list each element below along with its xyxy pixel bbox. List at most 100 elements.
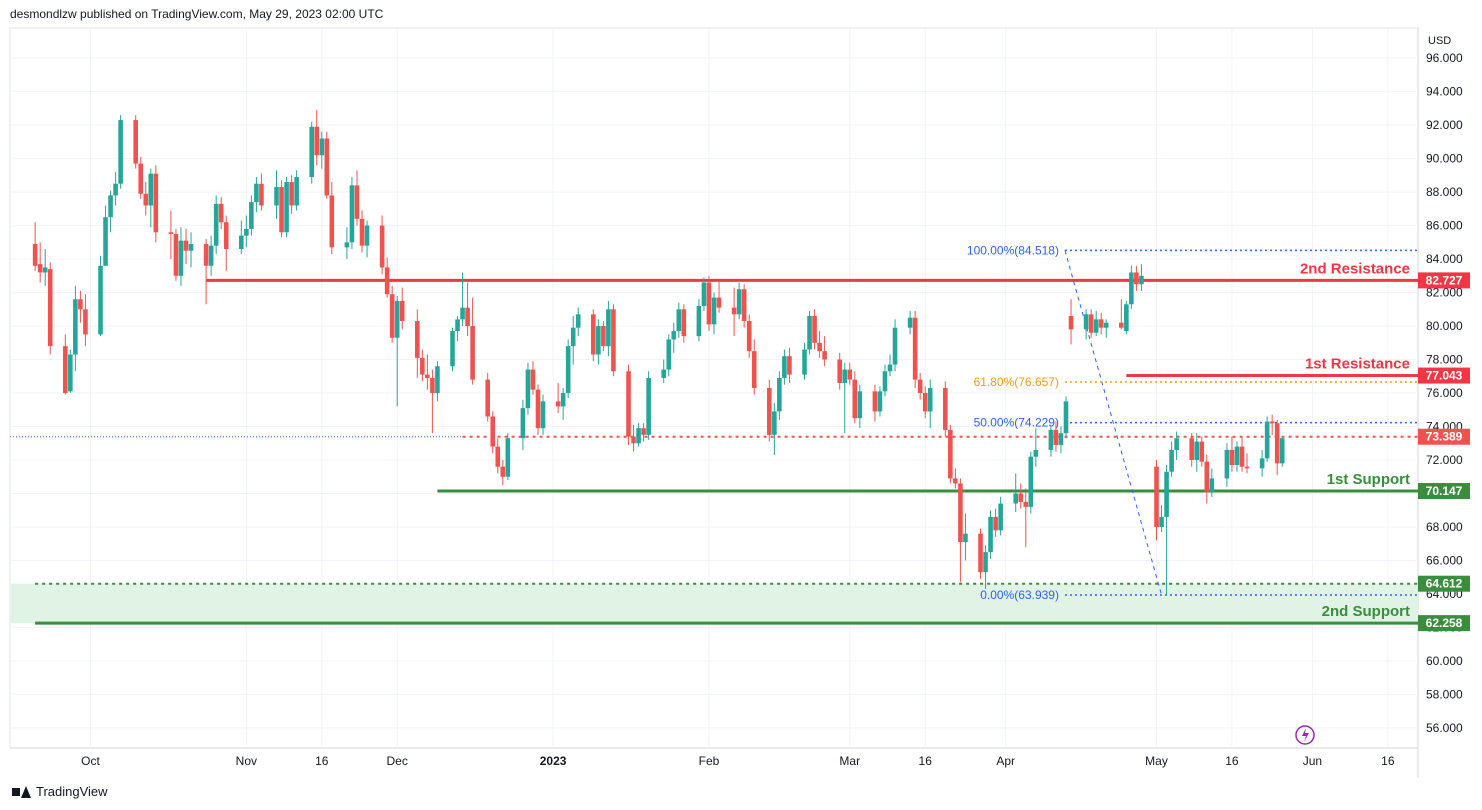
fib-level-label: 50.00%(74.229) bbox=[974, 416, 1059, 430]
x-tick-label: Apr bbox=[996, 754, 1015, 768]
x-tick-label: Dec bbox=[387, 754, 408, 768]
candle-body bbox=[1028, 456, 1034, 507]
candle-body bbox=[1164, 471, 1169, 517]
candle-body bbox=[666, 339, 672, 370]
candle-body bbox=[731, 307, 737, 315]
y-tick-label: 84.000 bbox=[1426, 252, 1463, 266]
support-zone bbox=[10, 583, 1418, 624]
price-axis[interactable]: 56.00058.00060.00062.00064.00066.00068.0… bbox=[1426, 35, 1463, 735]
candle-body bbox=[505, 438, 511, 477]
candle-body bbox=[223, 222, 229, 250]
candle-body bbox=[787, 356, 792, 375]
candle-body bbox=[842, 369, 848, 383]
candle-body bbox=[807, 316, 812, 350]
footer-brand: TradingView bbox=[36, 784, 108, 799]
level-price-tag bbox=[1418, 272, 1470, 289]
candle-body bbox=[108, 195, 113, 218]
candle-body bbox=[1279, 438, 1285, 464]
candle-body bbox=[1139, 275, 1144, 285]
price-levels bbox=[10, 278, 1418, 625]
x-tick-label: May bbox=[1145, 754, 1168, 768]
footer: TradingView bbox=[12, 784, 108, 799]
candle-body bbox=[646, 377, 651, 435]
level-price-text: 77.043 bbox=[1426, 369, 1463, 383]
x-tick-label: Mar bbox=[839, 754, 860, 768]
candle-body bbox=[1159, 516, 1164, 527]
candle-body bbox=[213, 203, 219, 246]
y-tick-label: 76.000 bbox=[1426, 386, 1463, 400]
candle-body bbox=[430, 377, 435, 394]
candle-body bbox=[1244, 466, 1250, 469]
candle-body bbox=[746, 321, 752, 352]
candle-body bbox=[575, 314, 581, 328]
candle-body bbox=[344, 242, 350, 248]
candle-body bbox=[47, 269, 53, 347]
y-tick-label: 78.000 bbox=[1426, 353, 1463, 367]
candle-body bbox=[259, 183, 264, 206]
candle-body bbox=[696, 305, 702, 337]
candle-body bbox=[1088, 314, 1094, 333]
y-tick-label: 80.000 bbox=[1426, 319, 1463, 333]
candle-body bbox=[1098, 319, 1104, 328]
candle-body bbox=[289, 182, 294, 206]
candle-body bbox=[958, 483, 963, 543]
candle-body bbox=[133, 120, 139, 164]
candle-body bbox=[631, 436, 636, 444]
candle-body bbox=[254, 183, 259, 203]
candle-body bbox=[415, 321, 420, 358]
candle-body bbox=[892, 327, 898, 365]
candle-body bbox=[394, 300, 400, 338]
candle-body bbox=[389, 294, 395, 338]
candle-body bbox=[1124, 304, 1129, 332]
candle-body bbox=[425, 374, 430, 378]
candle-body bbox=[118, 120, 123, 184]
y-tick-label: 58.000 bbox=[1426, 687, 1463, 701]
candle-body bbox=[636, 428, 641, 444]
candle-body bbox=[359, 218, 365, 246]
candle-body bbox=[153, 173, 159, 233]
candle-body bbox=[465, 307, 470, 327]
candle-body bbox=[822, 351, 827, 360]
candle-body bbox=[1018, 493, 1024, 502]
candle-body bbox=[978, 533, 983, 573]
x-tick-label: 16 bbox=[1381, 754, 1395, 768]
candle-body bbox=[1259, 458, 1265, 469]
candle-body bbox=[1189, 438, 1195, 460]
candle-body bbox=[611, 309, 616, 372]
candle-body bbox=[218, 203, 224, 223]
level-price-text: 64.612 bbox=[1426, 577, 1463, 591]
candle-body bbox=[103, 217, 108, 266]
plot-frame bbox=[9, 27, 1419, 749]
candle-body bbox=[882, 371, 888, 392]
candle-body bbox=[1134, 272, 1139, 285]
lightning-bolt-icon bbox=[1302, 728, 1309, 742]
candle-body bbox=[143, 193, 149, 206]
candle-body bbox=[1264, 421, 1270, 459]
candle-body bbox=[741, 289, 747, 322]
candle-body bbox=[98, 265, 103, 335]
candle-body bbox=[852, 379, 858, 419]
lightning-icon[interactable] bbox=[1295, 725, 1315, 745]
time-axis[interactable]: Oct Nov 16 Dec 2023 Feb Mar 16 Apr May 16 Jun 16 bbox=[81, 725, 1395, 768]
candle-body bbox=[68, 354, 73, 392]
candle-body bbox=[1239, 446, 1245, 467]
candle-body bbox=[1194, 441, 1200, 460]
fibonacci-retracement: 100.00%(84.518) 61.80%(76.657) 50.00%(74.2… bbox=[967, 243, 1418, 602]
candle-body bbox=[1048, 429, 1054, 450]
y-tick-label: 82.000 bbox=[1426, 286, 1463, 300]
candle-body bbox=[525, 369, 531, 409]
candle-body bbox=[555, 401, 561, 407]
candle-body bbox=[706, 282, 712, 325]
candle-body bbox=[83, 309, 88, 335]
candle-body bbox=[812, 316, 817, 343]
level-price-tag bbox=[1418, 483, 1470, 500]
candle-body bbox=[455, 319, 460, 332]
level-label: 2nd Resistance bbox=[1300, 260, 1410, 277]
candle-body bbox=[1199, 441, 1205, 462]
candle-body bbox=[661, 369, 667, 378]
candle-body bbox=[1269, 421, 1275, 424]
candle-body bbox=[349, 185, 355, 243]
candle-body bbox=[314, 126, 320, 156]
candle-body bbox=[736, 289, 742, 315]
